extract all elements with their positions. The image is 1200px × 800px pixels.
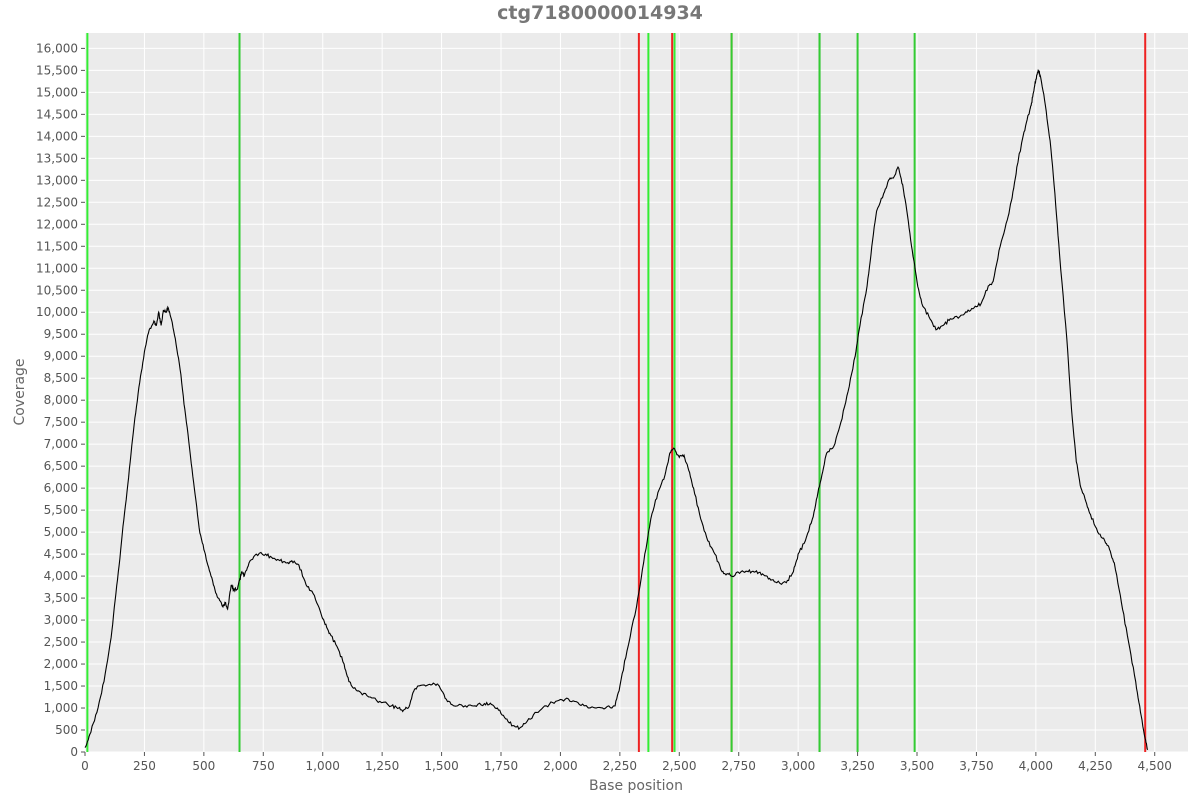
x-axis-label: Base position <box>589 778 683 794</box>
x-tick-label: 3,500 <box>900 759 934 773</box>
y-tick-label: 4,500 <box>44 547 78 561</box>
x-tick-label: 3,000 <box>781 759 815 773</box>
y-tick-label: 10,000 <box>36 305 78 319</box>
x-tick-label: 4,500 <box>1138 759 1172 773</box>
x-tick-label: 1,500 <box>424 759 458 773</box>
x-tick-label: 250 <box>133 759 156 773</box>
y-tick-label: 14,000 <box>36 129 78 143</box>
y-tick-label: 14,500 <box>36 107 78 121</box>
y-tick-label: 0 <box>70 745 78 759</box>
y-axis-ticks: 0 500 1,000 1,500 2,000 2,500 3,000 3,500 4,000 4… <box>36 41 85 759</box>
chart-title: ctg7180000014934 <box>497 2 703 24</box>
coverage-line <box>84 69 1149 751</box>
y-tick-label: 12,000 <box>36 217 78 231</box>
y-tick-label: 12,500 <box>36 195 78 209</box>
y-tick-label: 13,000 <box>36 173 78 187</box>
x-tick-label: 1,250 <box>365 759 399 773</box>
x-tick-label: 1,000 <box>306 759 340 773</box>
x-axis-ticks: 0 250 500 750 1,000 1,250 1,500 1,750 2,000 2,250… <box>81 752 1172 773</box>
x-tick-label: 2,000 <box>543 759 577 773</box>
y-tick-label: 5,000 <box>44 525 78 539</box>
y-tick-label: 10,500 <box>36 283 78 297</box>
x-tick-label: 2,250 <box>603 759 637 773</box>
y-tick-label: 500 <box>55 723 78 737</box>
x-tick-label: 500 <box>192 759 215 773</box>
y-tick-label: 7,000 <box>44 437 78 451</box>
y-tick-label: 16,000 <box>36 41 78 55</box>
y-tick-label: 3,000 <box>44 613 78 627</box>
y-tick-label: 11,000 <box>36 261 78 275</box>
y-tick-label: 4,000 <box>44 569 78 583</box>
x-tick-label: 3,750 <box>959 759 993 773</box>
x-tick-label: 3,250 <box>840 759 874 773</box>
y-tick-label: 6,500 <box>44 459 78 473</box>
y-tick-label: 13,500 <box>36 151 78 165</box>
x-tick-label: 1,750 <box>484 759 518 773</box>
segment-boundary-lines <box>86 33 1147 752</box>
x-tick-label: 2,750 <box>722 759 756 773</box>
y-tick-label: 2,000 <box>44 657 78 671</box>
x-tick-label: 750 <box>252 759 275 773</box>
y-tick-label: 9,500 <box>44 327 78 341</box>
y-tick-label: 15,500 <box>36 63 78 77</box>
y-tick-label: 8,000 <box>44 393 78 407</box>
y-tick-label: 6,000 <box>44 481 78 495</box>
x-tick-label: 0 <box>81 759 89 773</box>
y-tick-label: 9,000 <box>44 349 78 363</box>
y-tick-label: 8,500 <box>44 371 78 385</box>
x-tick-label: 2,500 <box>662 759 696 773</box>
y-tick-label: 7,500 <box>44 415 78 429</box>
plot-area <box>85 33 1188 752</box>
y-tick-label: 11,500 <box>36 239 78 253</box>
y-tick-label: 5,500 <box>44 503 78 517</box>
grid-lines <box>84 33 1188 753</box>
y-tick-label: 2,500 <box>44 635 78 649</box>
y-tick-label: 1,500 <box>44 679 78 693</box>
y-axis-label: Coverage <box>12 358 28 425</box>
x-tick-label: 4,250 <box>1078 759 1112 773</box>
x-tick-label: 4,000 <box>1019 759 1053 773</box>
y-tick-label: 3,500 <box>44 591 78 605</box>
y-tick-label: 15,000 <box>36 85 78 99</box>
y-tick-label: 1,000 <box>44 701 78 715</box>
